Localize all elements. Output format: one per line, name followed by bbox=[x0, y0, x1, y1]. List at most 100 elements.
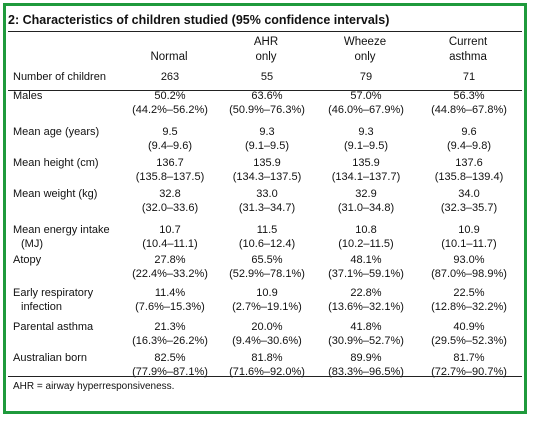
top-rule bbox=[8, 31, 522, 32]
table-cell: 50.2% (44.2%–56.2%) bbox=[122, 89, 218, 117]
cell-value: 93.0% bbox=[453, 254, 485, 266]
table-cell: 11.4% (7.6%–15.3%) bbox=[122, 286, 218, 314]
cell-confidence-interval: (16.3%–26.2%) bbox=[132, 335, 208, 347]
table-cell: 79 bbox=[318, 70, 414, 84]
cell-confidence-interval: (50.9%–76.3%) bbox=[229, 104, 305, 116]
cell-confidence-interval: (31.0–34.8) bbox=[337, 202, 395, 214]
cell-value: 11.5 bbox=[256, 224, 278, 236]
row-label-line1: Mean height (cm) bbox=[13, 157, 99, 169]
cell-value: 34.0 bbox=[458, 188, 480, 200]
cell-value: 10.9 bbox=[458, 224, 480, 236]
cell-confidence-interval: (31.3–34.7) bbox=[238, 202, 296, 214]
table-cell: 57.0% (46.0%–67.9%) bbox=[318, 89, 414, 117]
cell-confidence-interval: (77.9%–87.1%) bbox=[132, 366, 208, 378]
row-label-line1: Males bbox=[13, 90, 43, 102]
table-cell: 82.5% (77.9%–87.1%) bbox=[122, 351, 218, 379]
cell-confidence-interval: (32.0–33.6) bbox=[141, 202, 199, 214]
cell-confidence-interval: (9.1–9.5) bbox=[244, 140, 290, 152]
table-cell: 81.8% (71.6%–92.0%) bbox=[219, 351, 315, 379]
cell-value: 65.5% bbox=[251, 254, 283, 266]
table-cell: 55 bbox=[219, 70, 315, 84]
cell-confidence-interval: (10.4–11.1) bbox=[142, 238, 198, 250]
cell-confidence-interval: (29.5%–52.3%) bbox=[431, 335, 507, 347]
header-rule bbox=[8, 90, 522, 91]
table-title: 2: Characteristics of children studied (… bbox=[8, 13, 390, 27]
table-cell: 89.9% (83.3%–96.5%) bbox=[318, 351, 414, 379]
row-label-line1: Number of children bbox=[13, 71, 106, 83]
table-cell: 136.7 (135.8–137.5) bbox=[122, 156, 218, 184]
cell-value: 20.0% bbox=[251, 321, 283, 333]
cell-value: 56.3% bbox=[453, 90, 485, 102]
cell-value: 10.7 bbox=[159, 224, 181, 236]
row-label-line1: Mean age (years) bbox=[13, 126, 100, 138]
table-cell: 9.3 (9.1–9.5) bbox=[219, 125, 315, 153]
cell-confidence-interval: (10.1–11.7) bbox=[441, 238, 497, 250]
row-label: Mean energy intake (MJ) bbox=[13, 223, 110, 251]
table-cell: 10.9 (10.1–11.7) bbox=[421, 223, 517, 251]
column-header-ahr-only: AHR only bbox=[253, 36, 279, 63]
cell-value: 22.5% bbox=[453, 287, 485, 299]
table-cell: 93.0% (87.0%–98.9%) bbox=[421, 253, 517, 281]
footnote: AHR = airway hyperresponsiveness. bbox=[13, 381, 175, 392]
cell-confidence-interval: (52.9%–78.1%) bbox=[229, 268, 305, 280]
cell-confidence-interval: (135.8–137.5) bbox=[135, 171, 205, 183]
cell-value: 81.8% bbox=[251, 352, 283, 364]
cell-confidence-interval: (13.6%–32.1%) bbox=[328, 301, 404, 313]
cell-confidence-interval: (30.9%–52.7%) bbox=[328, 335, 404, 347]
table-cell: 10.8 (10.2–11.5) bbox=[318, 223, 414, 251]
row-label: Males bbox=[13, 89, 42, 103]
row-label: Number of children bbox=[13, 70, 106, 84]
row-label: Mean age (years) bbox=[13, 125, 99, 139]
cell-value: 11.4% bbox=[154, 287, 186, 299]
table-cell: 22.8% (13.6%–32.1%) bbox=[318, 286, 414, 314]
cell-value: 10.8 bbox=[355, 224, 377, 236]
table-cell: 10.7 (10.4–11.1) bbox=[122, 223, 218, 251]
cell-value: 263 bbox=[160, 71, 180, 83]
table-cell: 34.0 (32.3–35.7) bbox=[421, 187, 517, 215]
cell-confidence-interval: (7.6%–15.3%) bbox=[135, 301, 205, 313]
row-label-line1: Early respiratory bbox=[13, 287, 94, 299]
column-header-normal: Normal bbox=[150, 51, 188, 63]
cell-value: 79 bbox=[359, 71, 373, 83]
cell-value: 27.8% bbox=[154, 254, 186, 266]
cell-confidence-interval: (83.3%–96.5%) bbox=[328, 366, 404, 378]
table-cell: 21.3% (16.3%–26.2%) bbox=[122, 320, 218, 348]
cell-confidence-interval: (9.1–9.5) bbox=[343, 140, 389, 152]
cell-value: 135.9 bbox=[352, 157, 380, 169]
table-cell: 9.3 (9.1–9.5) bbox=[318, 125, 414, 153]
cell-confidence-interval: (134.3–137.5) bbox=[232, 171, 302, 183]
bottom-rule bbox=[8, 376, 522, 377]
table-cell: 63.6% (50.9%–76.3%) bbox=[219, 89, 315, 117]
cell-value: 48.1% bbox=[350, 254, 382, 266]
table-cell: 56.3% (44.8%–67.8%) bbox=[421, 89, 517, 117]
cell-confidence-interval: (10.6–12.4) bbox=[238, 238, 296, 250]
table-cell: 11.5 (10.6–12.4) bbox=[219, 223, 315, 251]
cell-value: 33.0 bbox=[256, 188, 278, 200]
cell-confidence-interval: (46.0%–67.9%) bbox=[328, 104, 404, 116]
cell-value: 137.6 bbox=[455, 157, 483, 169]
cell-confidence-interval: (9.4–9.6) bbox=[147, 140, 193, 152]
row-label: Parental asthma bbox=[13, 320, 93, 334]
table-cell: 263 bbox=[122, 70, 218, 84]
cell-value: 82.5% bbox=[154, 352, 186, 364]
cell-value: 135.9 bbox=[253, 157, 281, 169]
table-cell: 81.7% (72.7%–90.7%) bbox=[421, 351, 517, 379]
table-cell: 48.1% (37.1%–59.1%) bbox=[318, 253, 414, 281]
cell-value: 40.9% bbox=[453, 321, 485, 333]
cell-confidence-interval: (71.6%–92.0%) bbox=[229, 366, 305, 378]
cell-value: 50.2% bbox=[154, 90, 186, 102]
cell-value: 9.6 bbox=[461, 126, 477, 138]
cell-value: 81.7% bbox=[453, 352, 485, 364]
cell-confidence-interval: (44.2%–56.2%) bbox=[132, 104, 208, 116]
cell-value: 9.5 bbox=[162, 126, 178, 138]
column-header-current-asthma: Current asthma bbox=[448, 36, 488, 63]
cell-confidence-interval: (22.4%–33.2%) bbox=[132, 268, 208, 280]
cell-value: 89.9% bbox=[350, 352, 382, 364]
table-cell: 65.5% (52.9%–78.1%) bbox=[219, 253, 315, 281]
cell-value: 41.8% bbox=[350, 321, 382, 333]
cell-confidence-interval: (134.1–137.7) bbox=[331, 171, 401, 183]
table-cell: 135.9 (134.3–137.5) bbox=[219, 156, 315, 184]
table-cell: 137.6 (135.8–139.4) bbox=[421, 156, 517, 184]
table-frame bbox=[3, 3, 527, 414]
cell-confidence-interval: (37.1%–59.1%) bbox=[328, 268, 404, 280]
